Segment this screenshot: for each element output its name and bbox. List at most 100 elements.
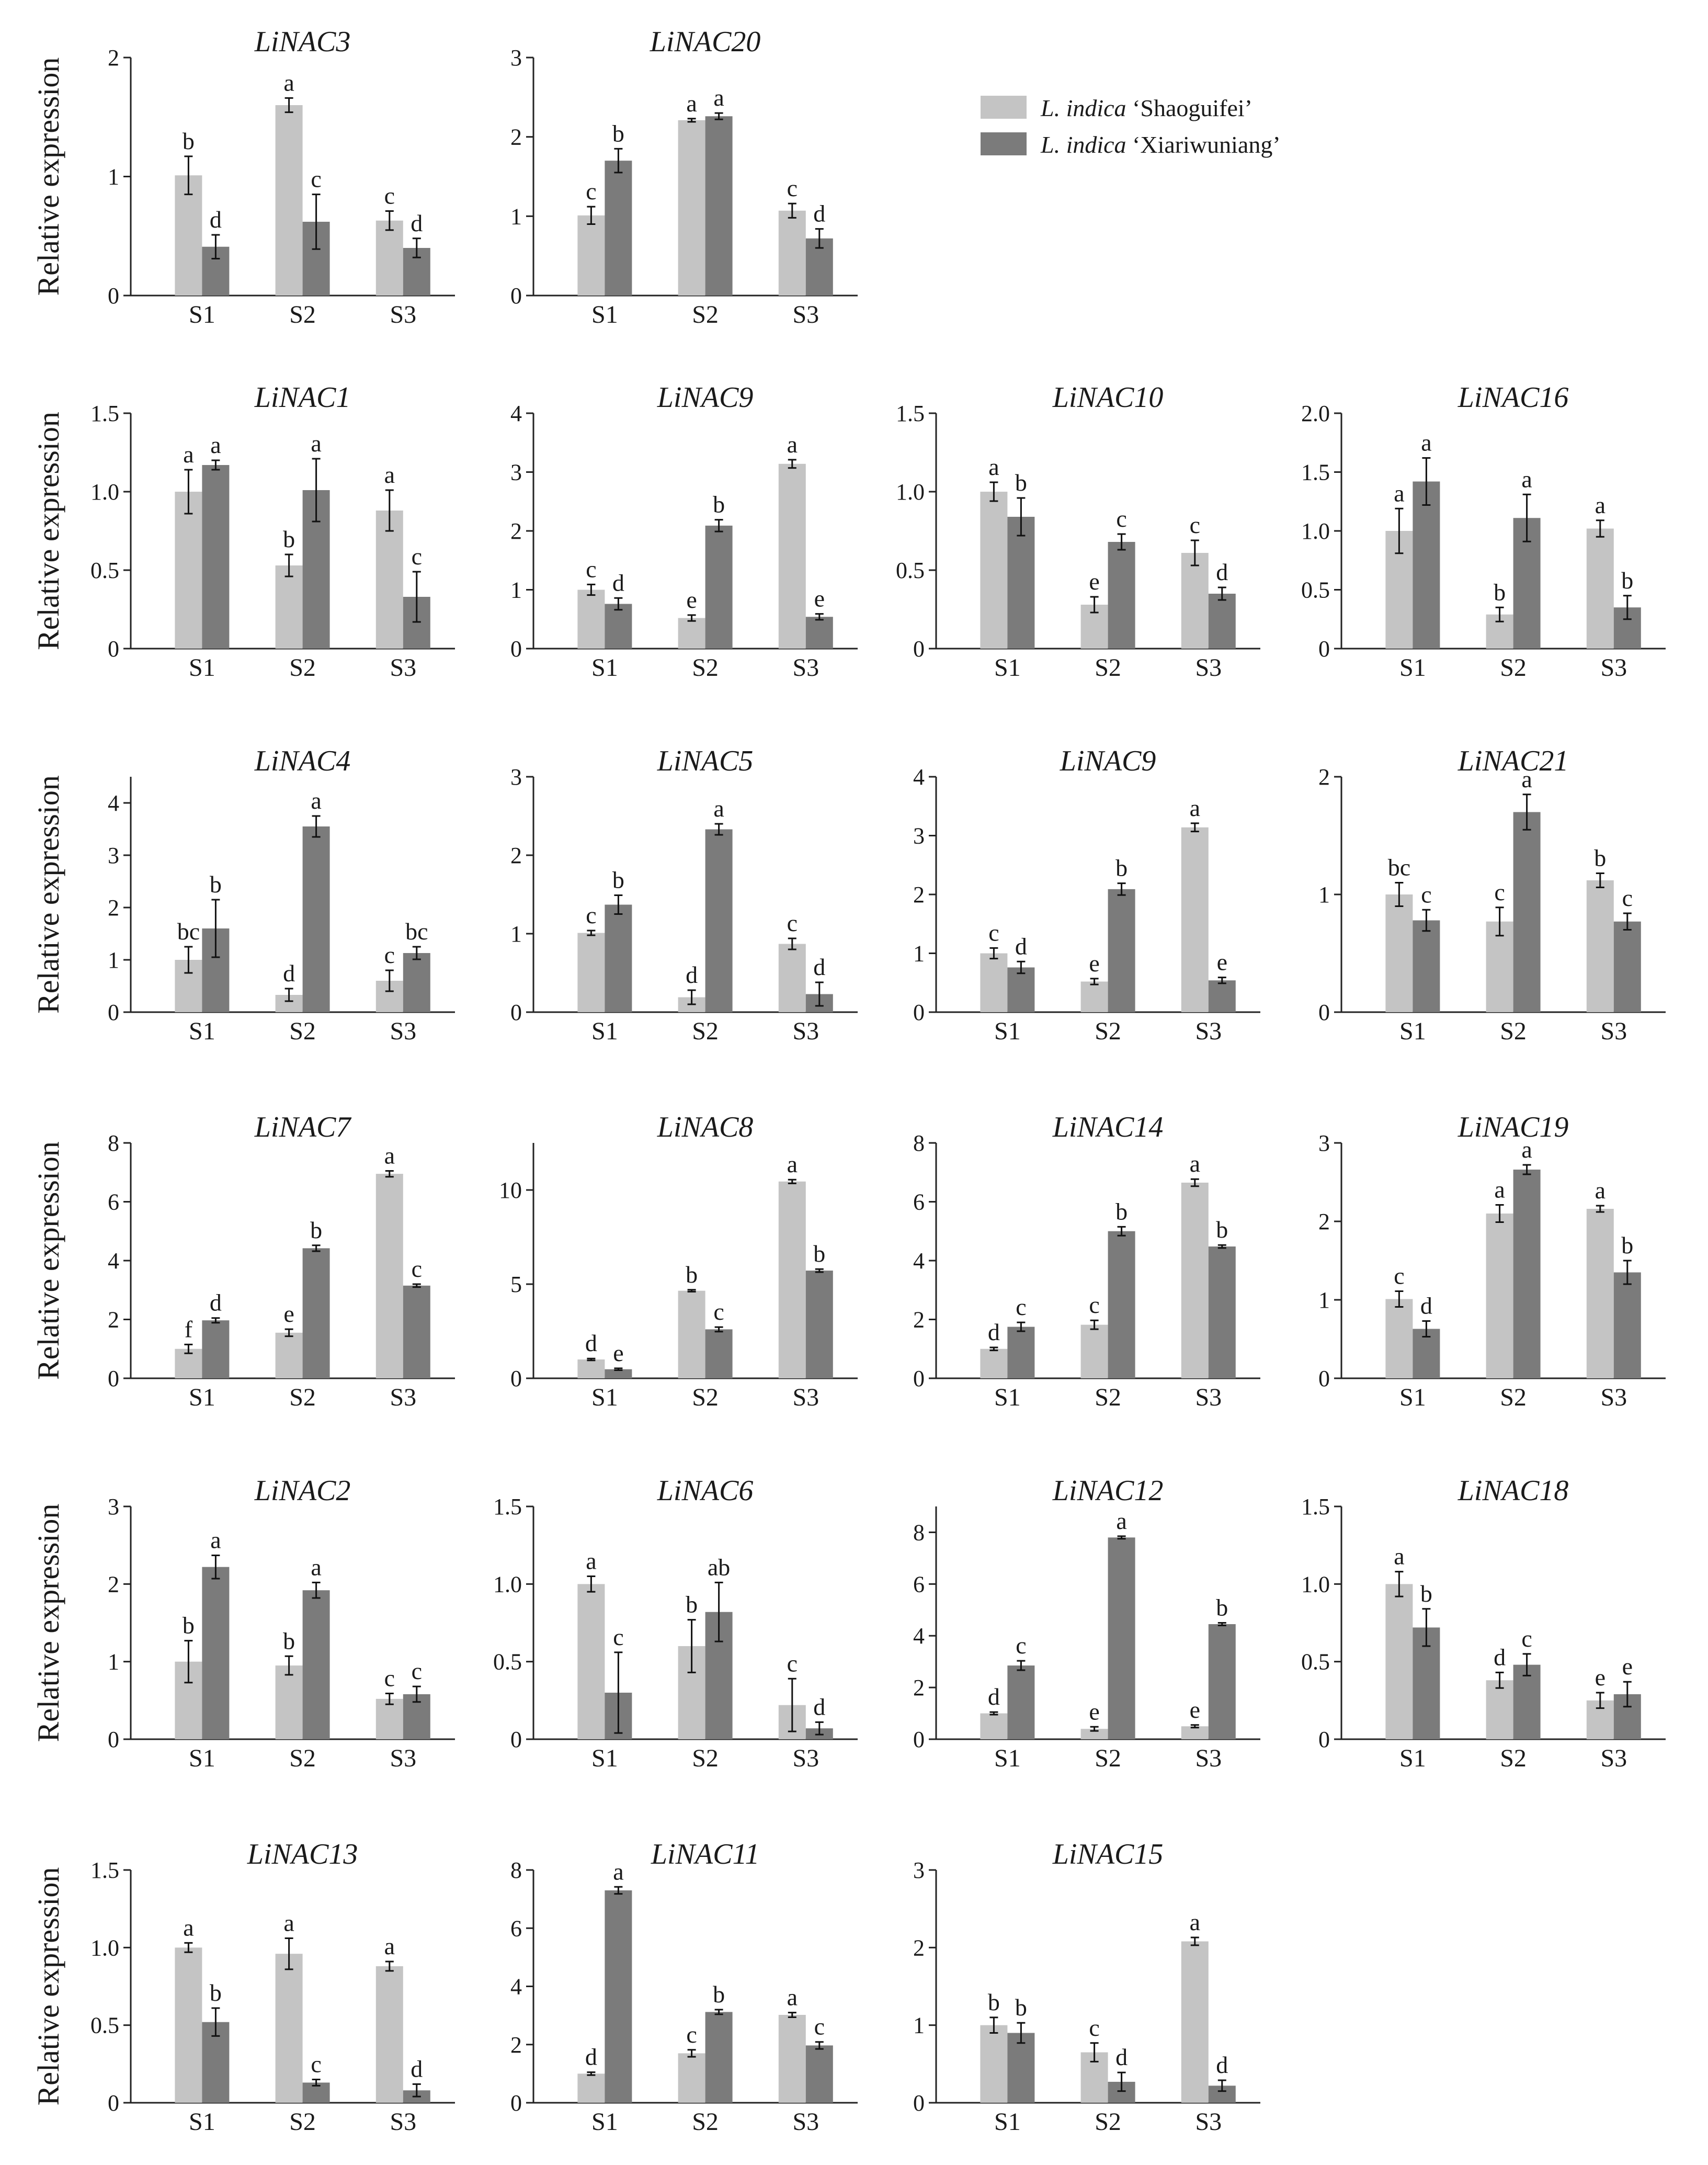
y-tick-label: 0 bbox=[913, 1727, 925, 1752]
significance-letter: c bbox=[384, 182, 395, 209]
x-tick-label: S2 bbox=[1095, 2108, 1121, 2136]
significance-letter: c bbox=[586, 902, 596, 928]
bar-shaoguifei-s2 bbox=[275, 1332, 303, 1378]
bar-shaoguifei-s1 bbox=[980, 2025, 1008, 2103]
panel-title: LiNAC13 bbox=[247, 1838, 358, 1871]
y-tick-label: 0.5 bbox=[896, 558, 925, 583]
x-tick-label: S1 bbox=[1399, 654, 1426, 682]
y-tick-label: 4 bbox=[913, 1623, 925, 1649]
significance-letter: a bbox=[210, 1526, 221, 1553]
bar-xiariwuniang-s3 bbox=[1208, 1624, 1236, 1739]
bar-xiariwuniang-s2 bbox=[1108, 1231, 1135, 1378]
bar-shaoguifei-s1 bbox=[577, 215, 605, 296]
x-tick-label: S3 bbox=[390, 1017, 416, 1045]
significance-letter: d bbox=[1216, 2051, 1228, 2078]
x-tick-label: S2 bbox=[1095, 1017, 1121, 1045]
x-tick-label: S1 bbox=[994, 1744, 1021, 1772]
significance-letter: c bbox=[311, 166, 321, 192]
y-tick-label: 2 bbox=[510, 843, 522, 868]
y-tick-label: 2 bbox=[913, 1935, 925, 1960]
bar-xiariwuniang-s2 bbox=[1108, 889, 1135, 1012]
bar-shaoguifei-s3 bbox=[778, 463, 806, 649]
bar-shaoguifei-s3 bbox=[1181, 1182, 1209, 1378]
bar-shaoguifei-s1 bbox=[175, 492, 202, 649]
bar-shaoguifei-s3 bbox=[1181, 553, 1209, 649]
significance-letter: c bbox=[1494, 879, 1505, 905]
y-tick-label: 2 bbox=[510, 2032, 522, 2058]
significance-letter: c bbox=[384, 942, 395, 968]
significance-letter: c bbox=[613, 1624, 623, 1650]
significance-letter: e bbox=[1595, 1664, 1605, 1691]
significance-letter: a bbox=[1394, 480, 1404, 506]
bar-shaoguifei-s3 bbox=[778, 210, 806, 296]
significance-letter: d bbox=[988, 1319, 1000, 1345]
significance-letter: b bbox=[310, 1217, 322, 1243]
bar-xiariwuniang-s3 bbox=[403, 1285, 430, 1378]
y-tick-label: 1.0 bbox=[90, 1935, 119, 1960]
bar-xiariwuniang-s2 bbox=[1513, 1170, 1541, 1378]
significance-letter: bc bbox=[1388, 854, 1410, 881]
significance-letter: c bbox=[1622, 885, 1633, 911]
y-tick-label: 1 bbox=[108, 1649, 119, 1675]
y-tick-label: 1.5 bbox=[1301, 460, 1330, 485]
bar-shaoguifei-s3 bbox=[375, 511, 403, 649]
x-tick-label: S2 bbox=[1500, 1017, 1527, 1045]
significance-letter: e bbox=[1190, 1696, 1200, 1723]
significance-letter: a bbox=[613, 1858, 623, 1885]
y-axis-label: Relative expression bbox=[31, 1867, 65, 2106]
bar-xiariwuniang-s1 bbox=[1007, 2033, 1035, 2103]
x-tick-label: S2 bbox=[692, 301, 719, 328]
significance-letter: a bbox=[1421, 429, 1431, 456]
bar-shaoguifei-s3 bbox=[1586, 528, 1614, 649]
bar-shaoguifei-s1 bbox=[1385, 1584, 1413, 1739]
bar-xiariwuniang-s3 bbox=[1613, 1272, 1641, 1378]
significance-letter: d bbox=[813, 200, 825, 227]
bar-xiariwuniang-s3 bbox=[403, 953, 430, 1012]
bar-xiariwuniang-s3 bbox=[805, 2045, 833, 2103]
y-tick-label: 0 bbox=[510, 1000, 522, 1025]
y-tick-label: 0 bbox=[510, 1727, 522, 1752]
x-tick-label: S2 bbox=[1095, 1384, 1121, 1411]
bar-shaoguifei-s3 bbox=[778, 2015, 806, 2103]
y-tick-label: 5 bbox=[510, 1272, 522, 1297]
y-tick-label: 1.5 bbox=[896, 401, 925, 426]
significance-letter: b bbox=[210, 871, 222, 898]
significance-letter: e bbox=[686, 586, 697, 613]
panel-title: LiNAC15 bbox=[1052, 1838, 1164, 1871]
bar-shaoguifei-s2 bbox=[678, 1290, 705, 1378]
bar-shaoguifei-s2 bbox=[678, 618, 705, 649]
bar-shaoguifei-s3 bbox=[1586, 1209, 1614, 1378]
y-tick-label: 0 bbox=[510, 2090, 522, 2116]
y-tick-label: 0 bbox=[108, 1000, 119, 1025]
significance-letter: e bbox=[1622, 1653, 1633, 1680]
y-tick-label: 1.0 bbox=[1301, 1571, 1330, 1597]
bar-xiariwuniang-s1 bbox=[605, 904, 632, 1012]
bar-shaoguifei-s1 bbox=[175, 175, 202, 296]
y-tick-label: 4 bbox=[510, 401, 522, 426]
x-tick-label: S3 bbox=[792, 1384, 819, 1411]
significance-letter: a bbox=[183, 1914, 193, 1941]
x-tick-label: S2 bbox=[289, 1017, 316, 1045]
y-tick-label: 2 bbox=[108, 1307, 119, 1333]
bar-shaoguifei-s3 bbox=[1181, 827, 1209, 1012]
significance-letter: bc bbox=[177, 918, 200, 945]
bar-xiariwuniang-s1 bbox=[1413, 481, 1440, 649]
x-tick-label: S3 bbox=[390, 1384, 416, 1411]
x-tick-label: S1 bbox=[189, 1744, 215, 1772]
significance-letter: c bbox=[787, 175, 798, 201]
y-tick-label: 0 bbox=[108, 1727, 119, 1752]
significance-letter: a bbox=[787, 1984, 798, 2011]
bar-shaoguifei-s2 bbox=[1486, 921, 1513, 1012]
legend-cultivar: ‘Shaoguifei’ bbox=[1126, 95, 1252, 121]
significance-letter: b bbox=[1216, 1594, 1228, 1621]
significance-letter: b bbox=[1115, 855, 1128, 881]
bar-xiariwuniang-s2 bbox=[705, 525, 733, 649]
panel-title: LiNAC2 bbox=[254, 1475, 351, 1507]
y-tick-label: 6 bbox=[913, 1571, 925, 1597]
panel-title: LiNAC19 bbox=[1458, 1111, 1569, 1143]
x-tick-label: S2 bbox=[1500, 654, 1527, 682]
